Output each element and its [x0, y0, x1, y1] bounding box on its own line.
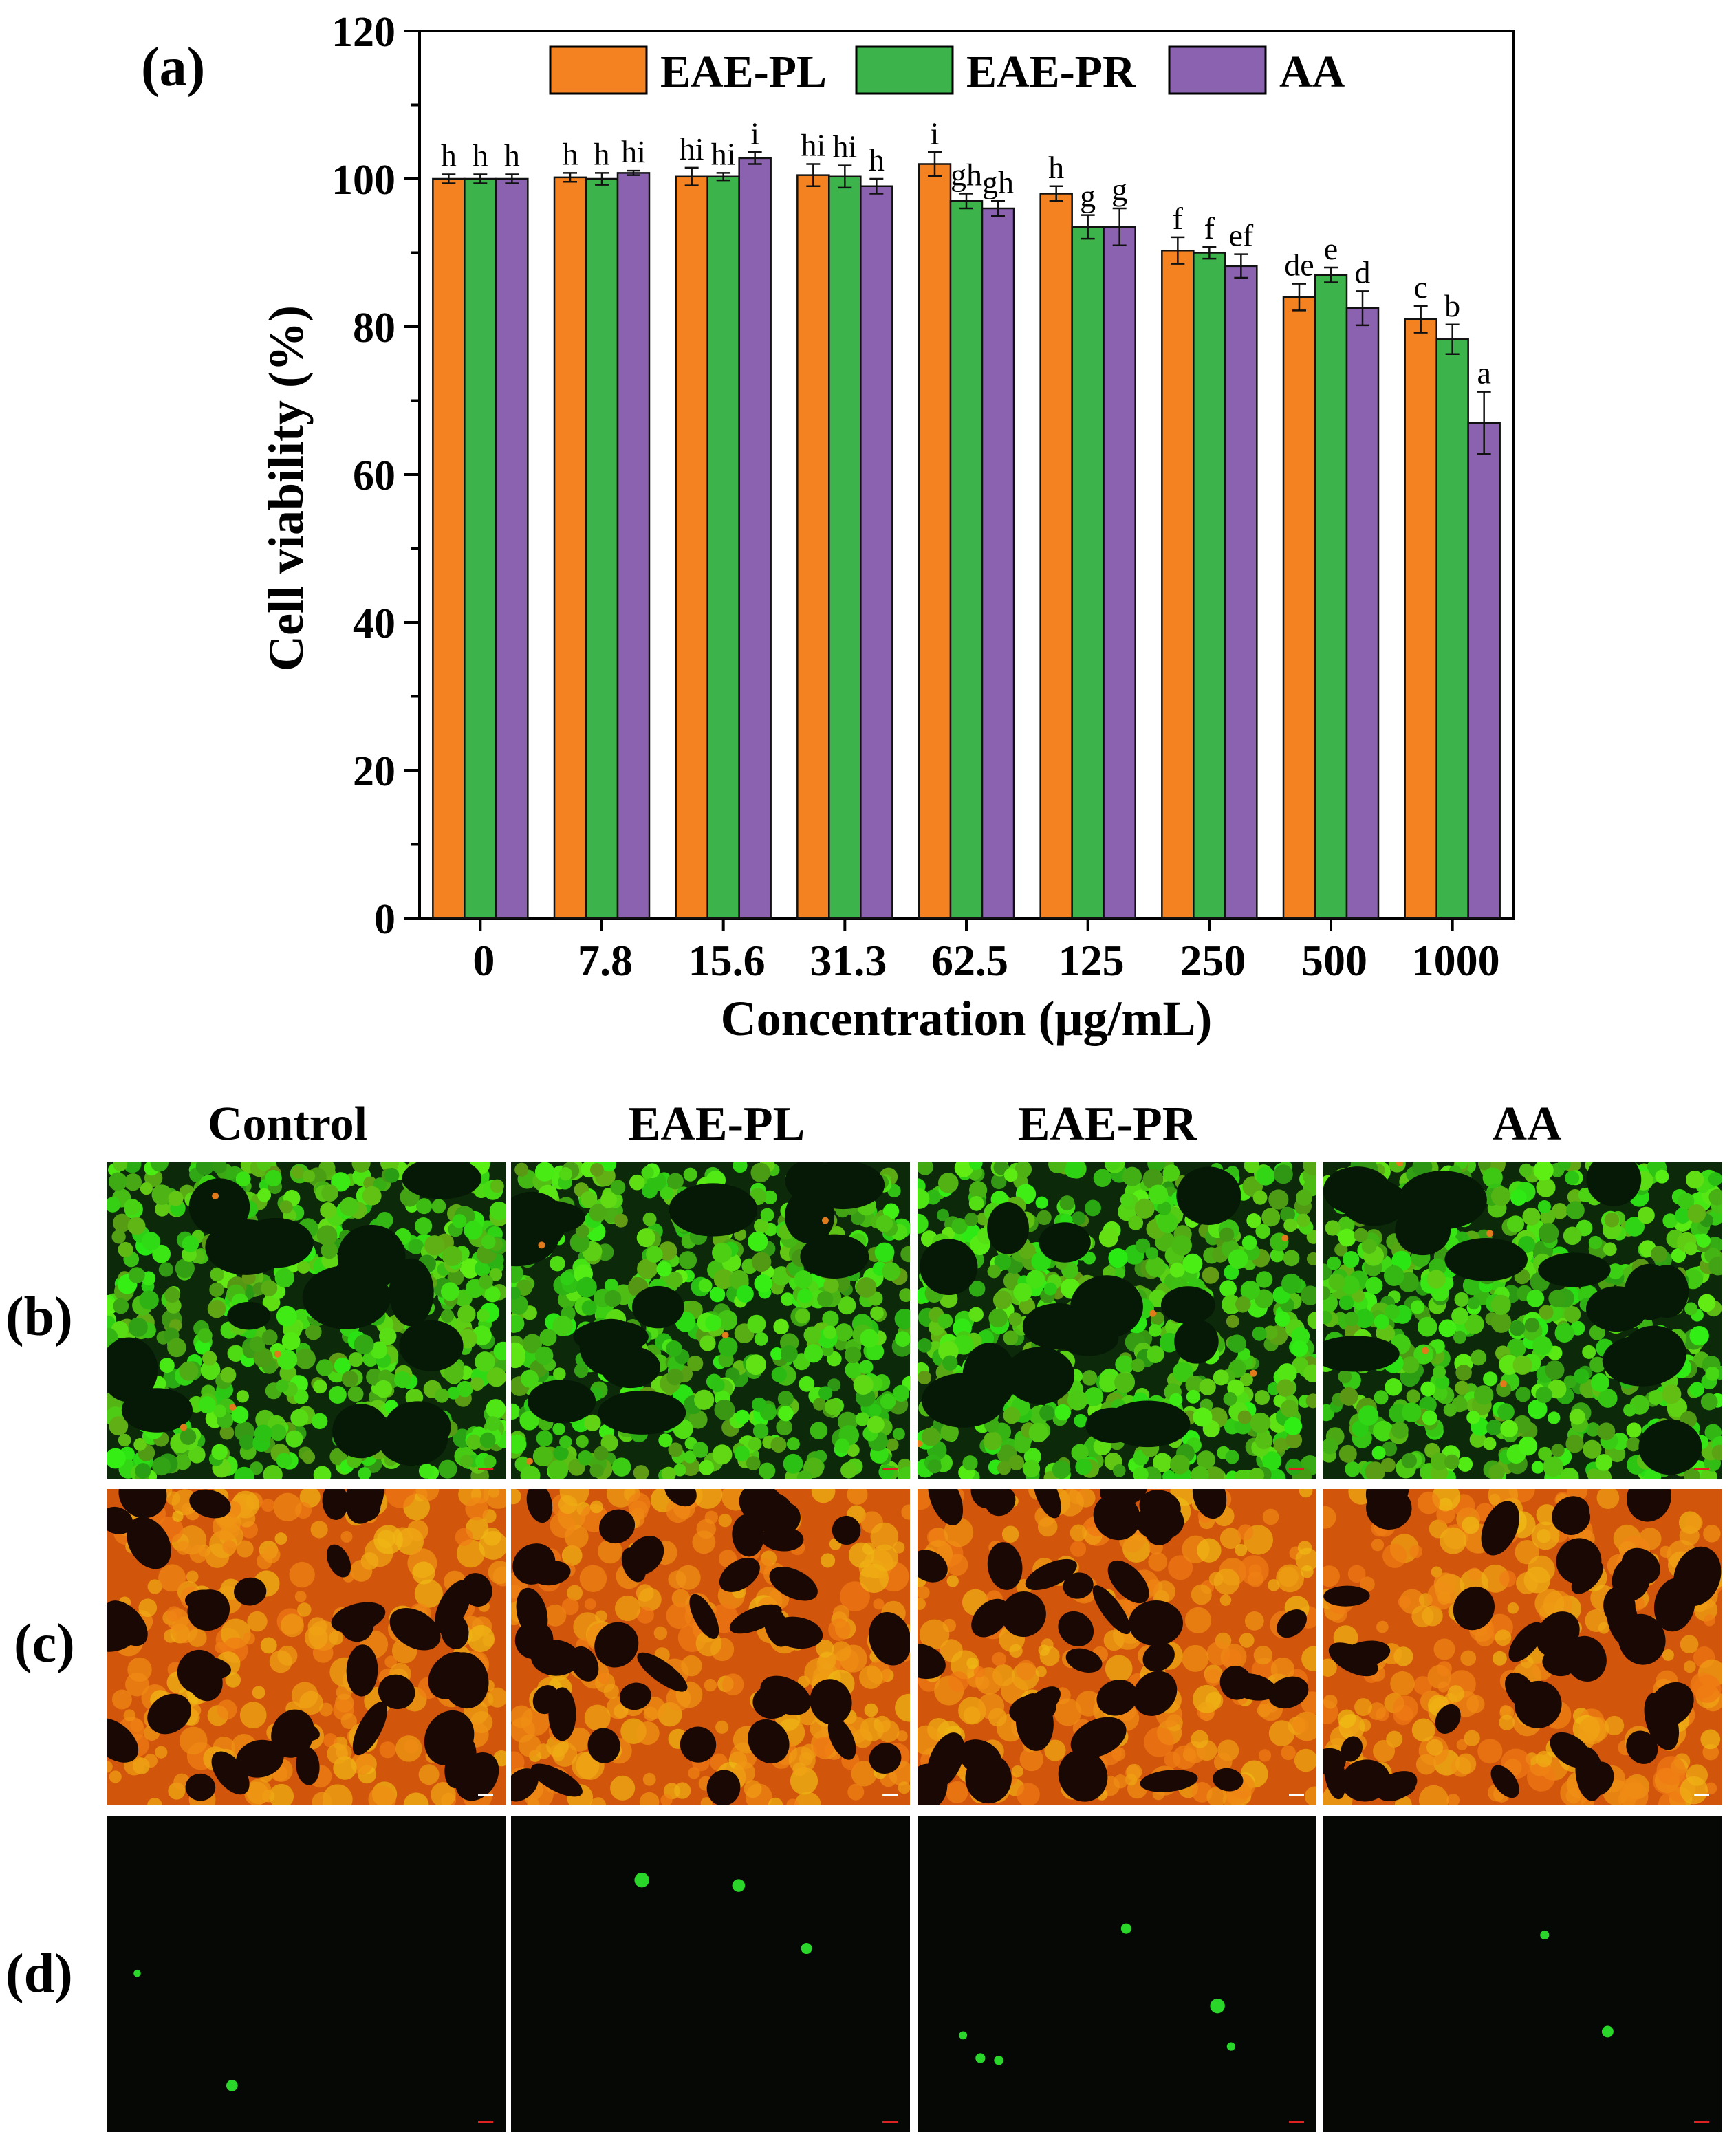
- micrograph-d-eae-pr: [918, 1816, 1316, 2132]
- significance-letter: hi: [621, 134, 646, 169]
- bar-eae-pl: [432, 177, 466, 920]
- bar-aa: [738, 157, 772, 920]
- significance-letter: i: [750, 116, 759, 151]
- micrograph-c-eae-pl: [511, 1489, 910, 1805]
- significance-letter: hi: [680, 131, 704, 166]
- bar-aa: [860, 185, 893, 920]
- legend-label: EAE-PL: [660, 47, 827, 97]
- column-header-eae-pl: EAE-PL: [628, 1098, 805, 1151]
- bar-eae-pr: [1071, 226, 1105, 920]
- micrograph-b-aa: [1323, 1162, 1722, 1479]
- bar-aa: [1467, 422, 1501, 920]
- x-tick-label: 31.3: [810, 936, 887, 985]
- column-header-aa: AA: [1492, 1098, 1562, 1151]
- significance-letter: de: [1284, 248, 1314, 283]
- bar-eae-pl: [918, 163, 952, 920]
- y-tick-label: 20: [353, 748, 395, 795]
- micrograph-c-aa: [1323, 1489, 1722, 1805]
- panel-label-a: (a): [141, 37, 206, 98]
- micrograph-b-eae-pr: [918, 1162, 1316, 1479]
- significance-letter: f: [1204, 210, 1215, 246]
- y-tick-label: 80: [353, 305, 395, 351]
- bar-eae-pl: [553, 176, 587, 920]
- legend-swatch-eae-pr: [855, 45, 954, 95]
- significance-letter: gh: [951, 157, 982, 193]
- micrograph-c-eae-pr: [918, 1489, 1316, 1805]
- bar-aa: [1224, 265, 1258, 920]
- bar-aa: [495, 177, 529, 920]
- x-tick-label: 62.5: [931, 936, 1008, 985]
- significance-letter: e: [1324, 231, 1338, 266]
- bar-aa: [981, 207, 1015, 920]
- legend-label: EAE-PR: [966, 47, 1136, 97]
- x-tick-label: 125: [1059, 936, 1125, 985]
- column-header-control: Control: [207, 1098, 368, 1151]
- y-tick-label: 40: [353, 600, 395, 647]
- bar-eae-pl: [1404, 318, 1437, 920]
- bar-eae-pr: [1193, 252, 1226, 920]
- x-tick-label: 500: [1301, 936, 1367, 985]
- bar-eae-pr: [1435, 338, 1469, 920]
- significance-letter: h: [563, 136, 578, 171]
- significance-letter: h: [504, 138, 520, 173]
- significance-letter: d: [1355, 254, 1371, 290]
- y-tick-label: 120: [332, 9, 395, 56]
- bar-aa: [616, 172, 651, 920]
- y-tick-label: 0: [374, 896, 395, 943]
- bar-eae-pl: [796, 174, 830, 920]
- panel-label-d: (d): [6, 1944, 73, 2004]
- bar-aa: [1345, 307, 1380, 920]
- significance-letter: c: [1413, 270, 1427, 305]
- column-header-eae-pr: EAE-PR: [1017, 1098, 1197, 1151]
- micrograph-d-control: [107, 1816, 506, 2132]
- x-axis-label: Concentration (μg/mL): [721, 991, 1213, 1046]
- significance-letter: hi: [801, 128, 825, 163]
- micrograph-c-control: [107, 1489, 506, 1805]
- bar-eae-pl: [1039, 193, 1073, 920]
- legend-swatch-eae-pl: [549, 45, 648, 95]
- x-tick-label: 250: [1180, 936, 1246, 985]
- bar-eae-pl: [1282, 296, 1316, 920]
- significance-letter: g: [1111, 172, 1127, 207]
- significance-letter: hi: [832, 129, 857, 164]
- bar-eae-pl: [1161, 250, 1195, 920]
- x-tick-label: 1000: [1412, 936, 1500, 985]
- significance-letter: h: [473, 138, 488, 173]
- micrograph-b-control: [107, 1162, 506, 1479]
- significance-letter: i: [931, 116, 940, 151]
- x-tick-label: 15.6: [688, 936, 766, 985]
- bar-eae-pr: [949, 200, 984, 920]
- legend-label: AA: [1279, 47, 1345, 97]
- panel-label-b: (b): [6, 1287, 73, 1347]
- significance-letter: h: [1048, 150, 1064, 185]
- significance-letter: h: [869, 142, 885, 177]
- legend-swatch-aa: [1168, 45, 1267, 95]
- significance-letter: f: [1173, 201, 1184, 236]
- bar-eae-pr: [585, 177, 619, 920]
- y-tick-label: 60: [353, 453, 395, 499]
- micrograph-d-eae-pl: [511, 1816, 910, 2132]
- micrograph-b-eae-pl: [511, 1162, 910, 1479]
- x-tick-label: 0: [473, 936, 495, 985]
- bar-eae-pr: [828, 175, 862, 920]
- bar-eae-pl: [675, 175, 708, 920]
- significance-letter: gh: [982, 164, 1014, 199]
- bar-eae-pr: [1314, 274, 1348, 920]
- viability-bar-chart: 0 20 40 60 80 100 120 Cell viability (%) Concent…: [259, 9, 1515, 1046]
- significance-letter: h: [594, 136, 610, 171]
- x-tick-label: 7.8: [578, 936, 633, 985]
- significance-letter: ef: [1228, 218, 1253, 253]
- significance-letter: g: [1080, 179, 1096, 214]
- significance-letter: b: [1444, 288, 1460, 323]
- y-axis-label: Cell viability (%): [259, 305, 314, 671]
- significance-letter: h: [441, 138, 457, 173]
- significance-letter: hi: [711, 136, 736, 171]
- bar-eae-pr: [464, 177, 497, 920]
- bar-eae-pr: [706, 175, 740, 920]
- panel-label-c: (c): [14, 1613, 75, 1674]
- bar-aa: [1103, 226, 1136, 920]
- significance-letter: a: [1477, 356, 1490, 391]
- micrograph-d-aa: [1323, 1816, 1722, 2132]
- y-tick-label: 100: [332, 157, 395, 204]
